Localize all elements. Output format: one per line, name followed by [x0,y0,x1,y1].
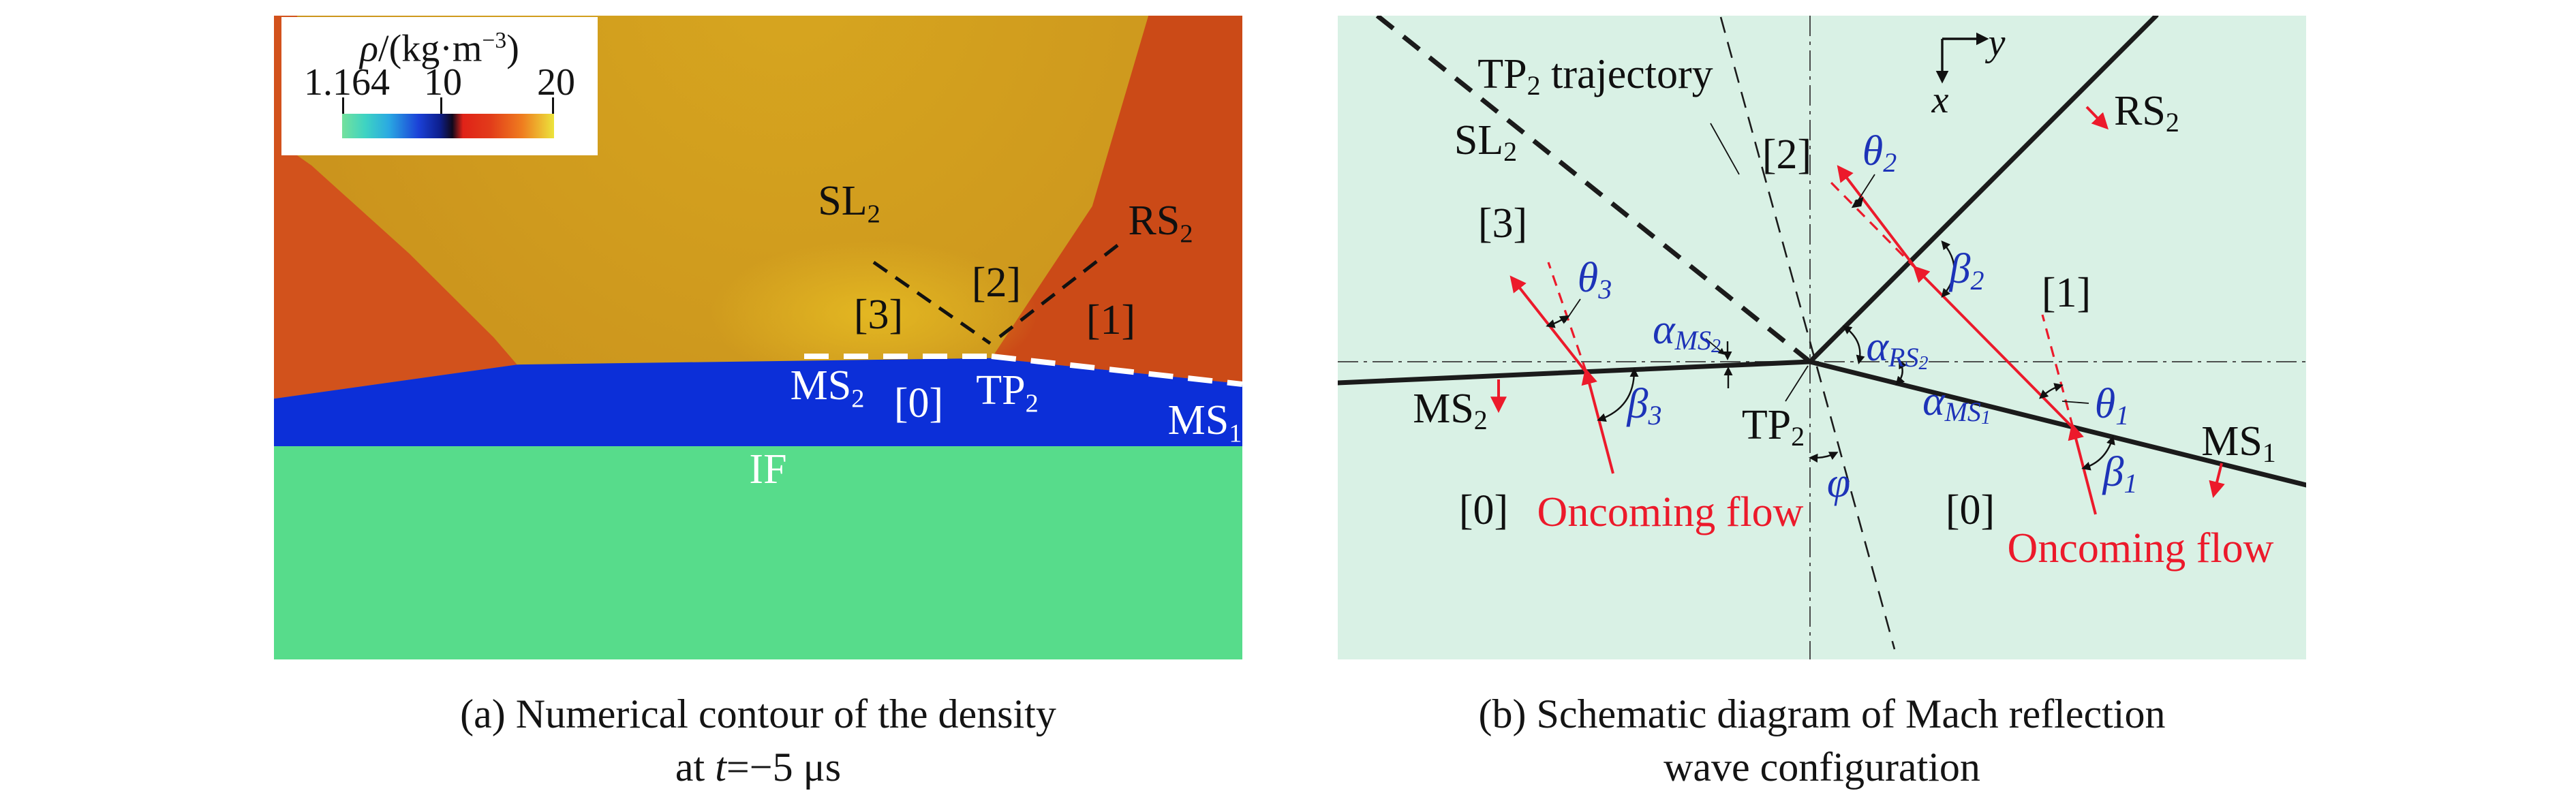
label-oncoming-flow-right: Oncoming flow [2008,525,2274,572]
flow-line-ms2-incoming [1581,368,1614,474]
label-sl2: SL2 [818,178,880,229]
caption-b-line1: (b) Schematic diagram of Mach reflection [1478,691,2166,736]
label-region-1: [1] [1086,297,1136,343]
tp2-trajectory-line [1719,16,1896,650]
interface-green-region [274,446,1242,659]
axis-y-label: y [1985,22,2006,64]
label-rs2: RS2 [2114,88,2179,138]
label-tp2: TP2 [1742,402,1805,452]
sl2-slip-line [1375,16,1812,364]
label-ms1: MS1 [1167,397,1242,448]
ms2-shock-line [1338,359,1813,386]
axis-x-label: x [1931,79,1949,121]
label-tp2: TP2 [976,367,1039,418]
colorbar-tick-mid: 10 [424,61,462,104]
flow-line-rs2-deflected [1837,165,1918,270]
label-interface: IF [749,446,787,493]
leader-trajectory-label [1710,123,1740,175]
panel-a-line-overlay [804,244,1242,387]
label-beta2: β2 [1949,246,1984,296]
label-alpha-rs2: αRS2 [1867,324,1929,374]
colorbar-tickmark [440,97,442,116]
caption-a: (a) Numerical contour of the density at … [274,687,1242,794]
label-sl2: SL2 [1454,117,1517,167]
ms1-white-dashed-line [991,354,1242,387]
leader-theta3 [1564,298,1581,323]
label-oncoming-flow-left: Oncoming flow [1537,489,1804,535]
leader-tp2 [1785,365,1809,402]
angle-arc-phi [1809,452,1839,463]
label-alpha-ms1: αMS1 [1922,378,1991,428]
colorbar-gradient [342,114,554,138]
label-beta3: β3 [1627,381,1662,431]
label-alpha-ms2: αMS2 [1653,307,1721,357]
label-region-0: [0] [893,380,944,426]
label-ms1: MS1 [2201,418,2276,468]
label-phi: φ [1827,460,1850,506]
angle-arc-theta2 [1851,196,1864,208]
label-region-1: [1] [2042,270,2091,316]
angle-arc-theta1 [2039,383,2064,399]
caption-b: (b) Schematic diagram of Mach reflection… [1338,687,2306,794]
rs2-shock-line [1807,16,2159,364]
ms1-shock-line [1807,359,2306,488]
sl2-dashed-line [872,260,992,345]
label-region-3: [3] [853,292,904,338]
angle-arc-beta3 [1597,368,1639,422]
label-tp2-trajectory: TP2 trajectory [1477,51,1713,101]
colorbar-tickmark [552,97,554,116]
colorbar-legend: ρ/(kg·m−3) 1.164 10 20 [281,17,598,155]
panel-a-density-contour: SL2 RS2 [3] [2] [1] MS2 [0] TP2 MS1 IF ρ… [274,16,1242,659]
colorbar-tick-min: 1.164 [304,61,390,104]
flow-dashed-rs2-undeflected [1827,178,1918,270]
angle-arc-alpha-ms1 [1895,359,1907,386]
label-theta2: θ2 [1862,128,1897,178]
angle-arc-theta3 [1546,315,1569,328]
leader-alpha-ms2 [1705,338,1726,355]
ms1-motion-arrow [2209,463,2225,498]
label-region-2: [2] [971,260,1022,306]
label-theta3: θ3 [1578,255,1612,305]
label-ms2: MS2 [1413,386,1488,435]
label-beta1: β1 [2102,449,2138,499]
leader-theta2 [1857,174,1875,202]
caption-b-line2: wave configuration [1663,745,1980,790]
flow-line-ms1-incoming [2068,423,2097,515]
label-ms2: MS2 [790,362,865,414]
caption-a-line2: at t=−5 μs [675,745,842,790]
angle-arc-beta1 [2081,435,2115,471]
angle-arc-alpha-rs2 [1842,325,1865,364]
flow-dashed-ms1-undeflected [2041,314,2074,428]
label-region-3: [3] [1478,200,1527,247]
angle-arc-beta2 [1941,240,1955,298]
colorbar-tick-max: 20 [537,61,575,104]
label-rs2: RS2 [1128,198,1193,249]
colorbar-tickmark [342,97,344,116]
caption-a-line1: (a) Numerical contour of the density [460,691,1056,736]
label-region-0-right: [0] [1946,487,1995,533]
rs2-motion-arrow [2085,106,2109,130]
label-region-0-left: [0] [1459,487,1508,533]
panel-b-schematic: x y TP2 trajectory SL2 RS2 [2] [3] [1] M… [1338,16,2306,659]
leader-theta1 [2061,401,2089,404]
label-region-2: [2] [1762,131,1811,178]
colorbar-title: ρ/(kg·m−3) [360,27,519,70]
label-theta1: θ1 [2095,381,2129,431]
panel-b-background [1338,16,2306,659]
